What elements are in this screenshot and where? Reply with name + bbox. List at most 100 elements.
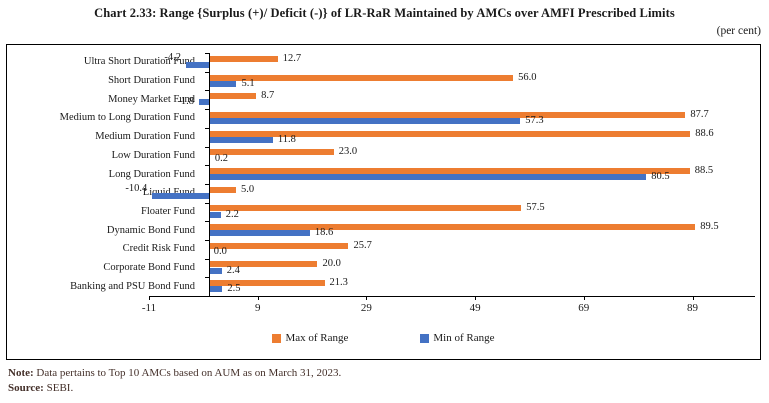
bar-min-of-range — [186, 62, 209, 68]
value-label: 0.0 — [213, 245, 227, 257]
bar-min-of-range — [152, 192, 209, 199]
bar-min-of-range — [208, 230, 310, 237]
bar-min-of-range — [208, 80, 237, 87]
source-label: Source: — [8, 382, 44, 394]
value-label: 2.5 — [227, 283, 241, 295]
value-label: 25.7 — [353, 239, 372, 251]
value-label: 88.5 — [694, 165, 714, 176]
bar-max-of-range — [208, 93, 257, 100]
x-axis-tick — [149, 296, 150, 300]
value-label: -4.2 — [164, 52, 181, 63]
legend-swatch-min-icon — [420, 333, 430, 343]
value-label: 2.2 — [225, 208, 239, 220]
legend-label-min: Min of Range — [433, 332, 495, 344]
source: Source: SEBI. — [8, 382, 73, 394]
y-axis-tick — [204, 90, 209, 92]
y-axis-tick — [204, 127, 209, 129]
x-axis-tick — [692, 296, 694, 300]
x-axis-tick — [475, 296, 477, 300]
bar-max-of-range — [208, 280, 325, 287]
y-axis-tick — [204, 165, 209, 167]
x-axis-tick-label: 29 — [360, 302, 372, 314]
bar-max-of-range — [208, 74, 514, 81]
chart-area: Ultra Short Duration Fund 12.7 -4.2 Short D… — [7, 45, 760, 359]
legend-item-min: Min of Range — [420, 332, 495, 344]
category-label: Medium Duration Fund — [95, 131, 195, 143]
x-axis-tick-label: 9 — [254, 302, 261, 314]
category-label: Low Duration Fund — [111, 149, 195, 161]
bar-max-of-range — [208, 205, 522, 212]
category-label: Long Duration Fund — [108, 168, 195, 180]
category-label: Credit Risk Fund — [122, 243, 195, 255]
category-label: Dynamic Bond Fund — [106, 224, 195, 236]
note-text: Data pertains to Top 10 AMCs based on AU… — [33, 367, 342, 379]
value-label: 57.3 — [525, 115, 544, 127]
chart-title: Chart 2.33: Range {Surplus (+)/ Deficit … — [94, 6, 675, 20]
note: Note: Data pertains to Top 10 AMCs based… — [8, 367, 341, 379]
bar-max-of-range — [208, 224, 696, 230]
source-text: SEBI. — [43, 382, 74, 394]
y-axis — [208, 53, 210, 296]
x-axis-tick-label: 89 — [687, 302, 698, 314]
value-label: 89.5 — [700, 221, 719, 232]
bar-min-of-range — [208, 286, 223, 293]
value-label: 12.7 — [282, 52, 302, 64]
unit-label: (per cent) — [716, 25, 761, 37]
category-label: Ultra Short Duration Fund — [83, 56, 195, 68]
category-label: Money Market Fund — [108, 93, 195, 105]
bar-max-of-range — [208, 261, 318, 268]
y-axis-tick — [204, 53, 209, 54]
bar-min-of-range — [199, 99, 209, 106]
value-label: 18.6 — [314, 227, 334, 239]
value-label: -10.4 — [125, 182, 148, 194]
value-label: 57.5 — [526, 202, 545, 214]
category-label: Liquid Fund — [7, 186, 195, 200]
y-axis-tick — [204, 258, 209, 260]
value-label: 5.1 — [241, 77, 255, 89]
legend-label-max: Max of Range — [285, 332, 349, 344]
x-axis-tick-label: 49 — [469, 302, 481, 314]
value-label: 20.0 — [322, 258, 341, 270]
category-label: Short Duration Fund — [108, 75, 195, 86]
x-axis-tick — [583, 296, 585, 300]
x-axis-tick — [257, 296, 259, 300]
y-axis-tick — [204, 183, 209, 185]
legend: Max of Range Min of Range — [7, 332, 760, 344]
value-label: 21.3 — [329, 277, 348, 289]
y-axis-tick — [204, 71, 209, 73]
bar-min-of-range — [208, 211, 221, 218]
category-label: Medium to Long Duration Fund — [59, 112, 195, 124]
y-axis-tick — [204, 202, 209, 204]
y-axis-tick — [204, 109, 209, 111]
value-label: 5.0 — [241, 183, 255, 195]
category-label: Corporate Bond Fund — [103, 262, 195, 273]
value-label: -1.8 — [177, 96, 194, 108]
bar-max-of-range — [208, 186, 236, 193]
value-label: 8.7 — [261, 90, 275, 102]
value-label: 80.5 — [651, 171, 670, 183]
chart-figure: Ultra Short Duration Fund 12.7 -4.2 Short D… — [6, 44, 761, 360]
legend-item-max: Max of Range — [272, 332, 348, 344]
value-label: 88.6 — [695, 127, 714, 139]
value-label: 87.7 — [690, 108, 709, 120]
x-axis-tick-label: 69 — [578, 302, 590, 314]
bar-min-of-range — [208, 174, 647, 181]
x-axis-tick-label: -11 — [141, 302, 157, 314]
bar-max-of-range — [208, 149, 334, 156]
bar-min-of-range — [208, 136, 273, 143]
y-axis-tick — [204, 221, 209, 223]
x-axis-tick — [366, 296, 368, 300]
value-label: 56.0 — [518, 71, 537, 83]
value-label: 0.2 — [214, 152, 229, 164]
note-label: Note: — [8, 367, 34, 379]
bar-max-of-range — [208, 242, 349, 249]
bar-max-of-range — [208, 55, 278, 62]
y-axis-tick — [204, 239, 209, 241]
category-label: Banking and PSU Bond Fund — [70, 280, 195, 292]
category-label: Floater Fund — [141, 205, 195, 217]
value-label: 2.4 — [226, 264, 240, 276]
value-label: 11.8 — [277, 133, 296, 145]
y-axis-tick — [204, 277, 209, 279]
bar-max-of-range — [208, 168, 690, 174]
bar-min-of-range — [208, 118, 521, 125]
